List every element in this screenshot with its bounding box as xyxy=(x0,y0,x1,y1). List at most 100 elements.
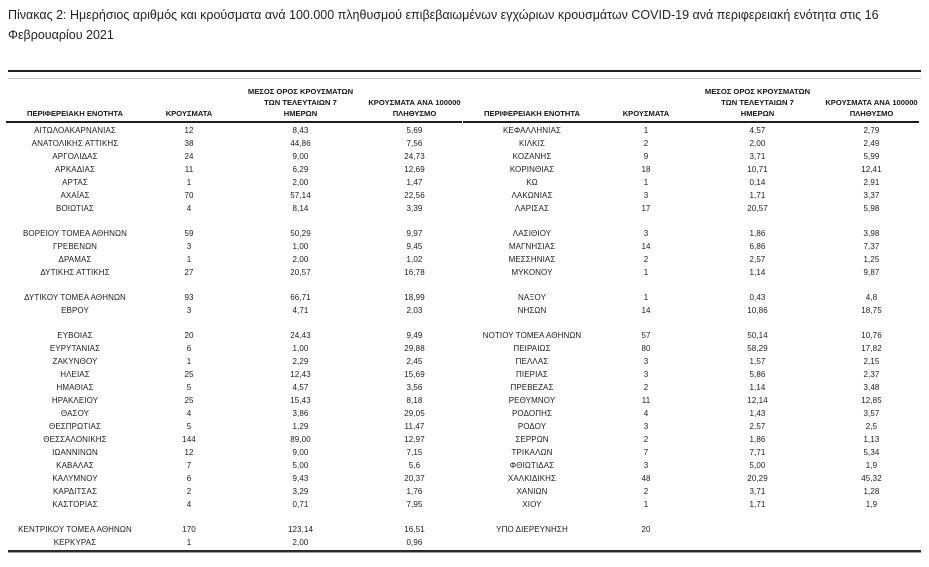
cases-value: 1 xyxy=(643,293,649,302)
avg7-value: 0,43 xyxy=(749,293,766,302)
region-name: ΧΑΝΙΩΝ xyxy=(516,487,548,496)
table-row: ΝΗΣΩΝ 14 10,86 18,75 xyxy=(463,304,919,317)
table-row: ΗΜΑΘΙΑΣ 5 4,57 3,56 xyxy=(6,381,462,394)
region-name: ΚΑΒΑΛΑΣ xyxy=(56,461,94,470)
cases-value: 5 xyxy=(186,383,192,392)
cases-value: 11 xyxy=(184,165,194,174)
table-row: ΔΡΑΜΑΣ 1 2,00 1,02 xyxy=(6,253,462,266)
col-header-region: ΠΕΡΙΦΕΡΕΙΑΚΗ ΕΝΟΤΗΤΑ xyxy=(484,109,580,118)
per100k-value: 4,8 xyxy=(865,293,878,302)
table-row: ΚΑΡΔΙΤΣΑΣ 2 3,29 1,76 xyxy=(6,485,462,498)
per100k-value xyxy=(367,279,462,291)
region-name: ΠΕΛΛΑΣ xyxy=(515,357,549,366)
table-left: ΠΕΡΙΦΕΡΕΙΑΚΗ ΕΝΟΤΗΤΑ ΚΡΟΥΣΜΑΤΑ ΜΕΣΟΣ ΟΡΟ… xyxy=(6,84,462,549)
per100k-value: 12,69 xyxy=(404,165,425,174)
per100k-value xyxy=(824,511,919,523)
region-name: ΘΑΣΟΥ xyxy=(60,409,90,418)
region-name: ΚΟΡΙΝΘΙΑΣ xyxy=(509,165,555,174)
region-name: ΚΕΦΑΛΛΗΝΙΑΣ xyxy=(502,126,561,135)
per100k-value: 7,56 xyxy=(406,139,423,148)
title-rule-dark xyxy=(8,70,921,72)
per100k-value: 1,13 xyxy=(863,435,880,444)
table-row: ΚΕΝΤΡΙΚΟΥ ΤΟΜΕΑ ΑΘΗΝΩΝ 170 123,14 16,51 xyxy=(6,523,462,536)
avg7-value: 4,57 xyxy=(749,126,766,135)
cases-value: 3 xyxy=(186,306,192,315)
table-row: ΗΡΑΚΛΕΙΟΥ 25 15,43 8,18 xyxy=(6,394,462,407)
table-row-spacer xyxy=(463,536,919,548)
per100k-value: 2,45 xyxy=(406,357,423,366)
region-name xyxy=(6,317,144,329)
per100k-value xyxy=(824,523,919,536)
table-row: ΒΟΙΩΤΙΑΣ 4 8,14 3,39 xyxy=(6,202,462,215)
region-name: ΔΥΤΙΚΗΣ ΑΤΤΙΚΗΣ xyxy=(40,268,110,277)
region-name: ΑΧΑΪΑΣ xyxy=(60,191,90,200)
per100k-value: 3,39 xyxy=(406,204,423,213)
region-name: ΚΑΛΥΜΝΟΥ xyxy=(52,474,98,483)
table-row: ΕΥΡΥΤΑΝΙΑΣ 6 1,00 29,88 xyxy=(6,342,462,355)
region-name: ΖΑΚΥΝΘΟΥ xyxy=(52,357,98,366)
cases-value xyxy=(601,317,691,329)
avg7-value: 9,43 xyxy=(292,474,309,483)
cases-value: 2 xyxy=(643,435,649,444)
cases-value: 48 xyxy=(641,474,651,483)
header-rule xyxy=(463,121,919,123)
bottom-rule xyxy=(8,550,921,553)
table-row: ΑΡΤΑΣ 1 2,00 1,47 xyxy=(6,176,462,189)
region-name: ΚΩ xyxy=(526,178,538,187)
cases-value: 25 xyxy=(184,396,194,405)
region-name: ΜΕΣΣΗΝΙΑΣ xyxy=(508,255,556,264)
table-row: ΗΛΕΙΑΣ 25 12,43 15,69 xyxy=(6,368,462,381)
per100k-value: 8,18 xyxy=(406,396,423,405)
table-row: ΦΘΙΩΤΙΔΑΣ 3 5,00 1,9 xyxy=(463,459,919,472)
per100k-value: 12,97 xyxy=(404,435,425,444)
table-row-spacer xyxy=(6,511,462,523)
region-name: ΒΟΡΕΙΟΥ ΤΟΜΕΑ ΑΘΗΝΩΝ xyxy=(22,229,128,238)
cases-value: 2 xyxy=(186,487,192,496)
avg7-value: 2,29 xyxy=(292,357,309,366)
avg7-value xyxy=(691,279,824,291)
per100k-value: 2,15 xyxy=(863,357,880,366)
avg7-value: 4,71 xyxy=(292,306,309,315)
per100k-value xyxy=(824,279,919,291)
region-name: ΤΡΙΚΑΛΩΝ xyxy=(511,448,553,457)
table-row: ΖΑΚΥΝΘΟΥ 1 2,29 2,45 xyxy=(6,355,462,368)
avg7-value: 1,00 xyxy=(292,242,309,251)
per100k-value: 1,9 xyxy=(865,461,878,470)
table-row: ΠΕΙΡΑΙΩΣ 80 58,29 17,82 xyxy=(463,342,919,355)
cases-value: 1 xyxy=(186,538,192,547)
table-row: ΚΑΒΑΛΑΣ 7 5,00 5,6 xyxy=(6,459,462,472)
avg7-value: 20,57 xyxy=(290,268,311,277)
avg7-value: 1,14 xyxy=(749,268,766,277)
cases-value: 18 xyxy=(641,165,651,174)
table-row: ΥΠΟ ΔΙΕΡΕΥΝΗΣΗ 20 xyxy=(463,523,919,536)
region-name: ΛΑΡΙΣΑΣ xyxy=(514,204,550,213)
table-row: ΜΑΓΝΗΣΙΑΣ 14 6,86 7,37 xyxy=(463,240,919,253)
avg7-value xyxy=(691,536,824,548)
per100k-value: 9,87 xyxy=(863,268,880,277)
region-name: ΡΟΔΟΥ xyxy=(517,422,547,431)
cases-value xyxy=(601,215,691,227)
per100k-value xyxy=(367,215,462,227)
table-row: ΝΑΞΟΥ 1 0,43 4,8 xyxy=(463,291,919,304)
avg7-value: 5,00 xyxy=(749,461,766,470)
col-header-cases: ΚΡΟΥΣΜΑΤΑ xyxy=(622,109,670,118)
avg7-value: 50,14 xyxy=(747,331,768,340)
table-row: ΧΑΛΚΙΔΙΚΗΣ 48 20,29 45,32 xyxy=(463,472,919,485)
avg7-value: 5,00 xyxy=(292,461,309,470)
table-row: ΕΥΒΟΙΑΣ 20 24,43 9,49 xyxy=(6,329,462,342)
cases-value xyxy=(601,279,691,291)
cases-value: 7 xyxy=(643,448,649,457)
per100k-value: 1,47 xyxy=(406,178,423,187)
table-row: ΤΡΙΚΑΛΩΝ 7 7,71 5,34 xyxy=(463,446,919,459)
per100k-value: 0,96 xyxy=(406,538,423,547)
per100k-value: 2,5 xyxy=(865,422,878,431)
region-name: ΠΕΙΡΑΙΩΣ xyxy=(513,344,551,353)
table-row: ΡΟΔΟΥ 3 2,57 2,5 xyxy=(463,420,919,433)
cases-value xyxy=(144,279,234,291)
avg7-value: 3,29 xyxy=(292,487,309,496)
cases-value: 70 xyxy=(184,191,194,200)
cases-value xyxy=(601,511,691,523)
region-name: ΚΕΝΤΡΙΚΟΥ ΤΟΜΕΑ ΑΘΗΝΩΝ xyxy=(18,525,132,534)
cases-value: 3 xyxy=(643,461,649,470)
avg7-value: 9,00 xyxy=(292,448,309,457)
